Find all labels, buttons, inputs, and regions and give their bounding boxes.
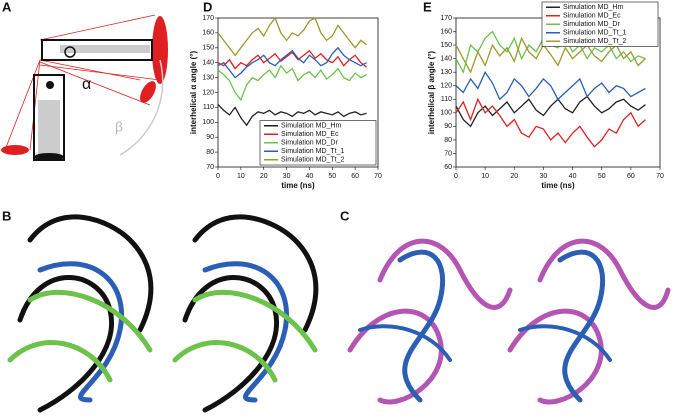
legend-label: Simulation MD_Tt_1	[563, 30, 627, 37]
y-axis-label: interhelical α angle (°)	[189, 51, 198, 135]
y-tick-label: 70	[444, 150, 452, 157]
panel-label: C	[340, 208, 350, 223]
legend-label: Simulation MD_Tt_2	[281, 157, 345, 164]
legend-label: Simulation MD_Dr	[563, 21, 620, 28]
legend-label: Simulation MD_Hm	[281, 123, 341, 130]
data-line	[455, 97, 646, 148]
y-tick-label: 160	[202, 30, 214, 37]
x-tick-label: 20	[510, 173, 518, 180]
y-tick-label: 170	[202, 15, 214, 22]
y-tick-label: 90	[206, 134, 214, 141]
x-tick-label: 50	[598, 173, 606, 180]
y-tick-label: 80	[206, 149, 214, 156]
y-tick-label: 100	[440, 110, 452, 117]
y-tick-label: 150	[202, 45, 214, 52]
legend-label: Simulation MD_Hm	[563, 4, 623, 11]
x-tick-label: 40	[569, 173, 577, 180]
panel-a-diagram	[1, 14, 168, 161]
legend-box	[259, 120, 377, 166]
data-line	[217, 16, 367, 57]
y-tick-label: 110	[203, 104, 214, 111]
data-line	[217, 49, 367, 70]
x-tick-label: 60	[351, 173, 359, 180]
legend-label: Simulation MD_Tt_1	[281, 148, 345, 155]
x-tick-label: 30	[540, 173, 548, 180]
y-tick-label: 150	[440, 42, 452, 49]
x-tick-label: 40	[306, 173, 314, 180]
y-tick-label: 140	[202, 60, 214, 67]
x-tick-label: 50	[328, 173, 336, 180]
panel-label: E	[423, 0, 432, 14]
panel-c-structures	[347, 238, 671, 405]
x-tick-label: 70	[374, 173, 382, 180]
x-tick-label: 70	[656, 173, 664, 180]
data-line	[217, 64, 367, 102]
panel-label: D	[203, 0, 212, 14]
legend-label: Simulation MD_Ec	[563, 13, 621, 20]
legend-label: Simulation MD_Dr	[281, 140, 338, 147]
y-tick-label: 140	[440, 55, 452, 62]
y-tick-label: 130	[440, 69, 452, 76]
x-axis-label: time (ns)	[281, 181, 315, 190]
legend-box	[541, 1, 659, 47]
y-tick-label: 90	[444, 123, 452, 130]
x-tick-label: 10	[481, 173, 489, 180]
y-tick-label: 110	[441, 96, 452, 103]
x-tick-label: 30	[283, 173, 291, 180]
x-tick-label: 0	[454, 173, 458, 180]
y-tick-label: 80	[444, 137, 452, 144]
x-tick-label: 20	[260, 173, 268, 180]
x-axis-label: time (ns)	[541, 181, 575, 190]
data-line	[455, 95, 646, 128]
x-tick-label: 60	[627, 173, 635, 180]
y-tick-label: 100	[202, 119, 214, 126]
y-axis-label: interhelical β angle (°)	[427, 51, 436, 135]
data-line	[455, 36, 646, 74]
y-tick-label: 120	[202, 89, 214, 96]
panel-label: B	[2, 208, 11, 223]
alpha-label: α	[82, 76, 91, 93]
data-line	[217, 103, 367, 127]
beta-label: β	[115, 119, 123, 135]
panel-label: A	[2, 0, 12, 14]
y-tick-label: 60	[444, 164, 452, 171]
x-tick-label: 10	[237, 173, 245, 180]
y-tick-label: 120	[440, 83, 452, 90]
x-tick-label: 0	[216, 173, 220, 180]
data-line	[455, 70, 646, 101]
y-tick-label: 160	[440, 28, 452, 35]
legend-label: Simulation MD_Tt_2	[563, 38, 627, 45]
y-tick-label: 170	[440, 15, 452, 22]
y-tick-label: 130	[202, 74, 214, 81]
panel-b-structures	[7, 214, 319, 413]
y-tick-label: 70	[206, 164, 214, 171]
data-line	[217, 46, 367, 79]
legend-label: Simulation MD_Ec	[281, 131, 339, 138]
